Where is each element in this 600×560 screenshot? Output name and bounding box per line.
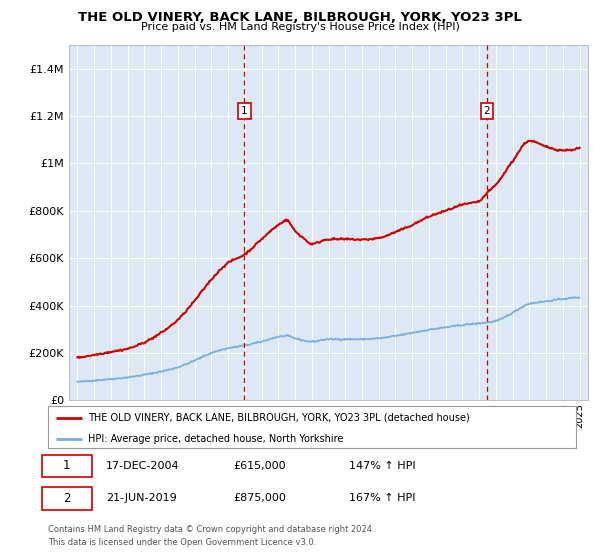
Text: Price paid vs. HM Land Registry's House Price Index (HPI): Price paid vs. HM Land Registry's House … <box>140 22 460 32</box>
Text: THE OLD VINERY, BACK LANE, BILBROUGH, YORK, YO23 3PL: THE OLD VINERY, BACK LANE, BILBROUGH, YO… <box>78 11 522 24</box>
Text: 21-JUN-2019: 21-JUN-2019 <box>106 493 177 503</box>
Text: 1: 1 <box>241 106 247 116</box>
Text: 147% ↑ HPI: 147% ↑ HPI <box>349 461 416 471</box>
Text: 2: 2 <box>63 492 70 505</box>
FancyBboxPatch shape <box>41 455 92 477</box>
Text: 1: 1 <box>63 459 70 473</box>
Text: £615,000: £615,000 <box>233 461 286 471</box>
Text: HPI: Average price, detached house, North Yorkshire: HPI: Average price, detached house, Nort… <box>88 434 343 444</box>
Text: THE OLD VINERY, BACK LANE, BILBROUGH, YORK, YO23 3PL (detached house): THE OLD VINERY, BACK LANE, BILBROUGH, YO… <box>88 413 469 423</box>
Text: Contains HM Land Registry data © Crown copyright and database right 2024.
This d: Contains HM Land Registry data © Crown c… <box>48 525 374 547</box>
FancyBboxPatch shape <box>41 487 92 510</box>
Text: 2: 2 <box>484 106 490 116</box>
Text: 17-DEC-2004: 17-DEC-2004 <box>106 461 180 471</box>
Text: 167% ↑ HPI: 167% ↑ HPI <box>349 493 415 503</box>
Text: £875,000: £875,000 <box>233 493 286 503</box>
